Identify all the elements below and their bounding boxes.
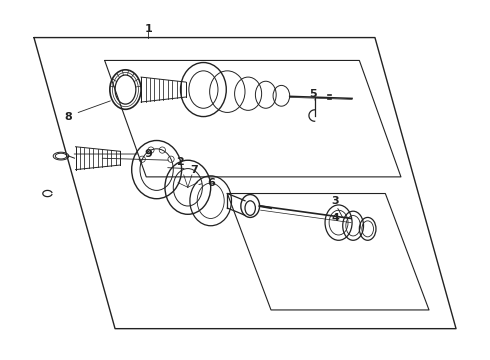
Text: 2: 2	[175, 157, 183, 167]
Text: 4: 4	[332, 213, 340, 224]
Text: 1: 1	[145, 24, 152, 34]
Text: 7: 7	[190, 165, 198, 175]
Text: 5: 5	[309, 89, 317, 99]
Text: 8: 8	[64, 112, 72, 122]
Text: 3: 3	[332, 196, 339, 206]
Text: 9: 9	[145, 149, 152, 159]
Text: 6: 6	[207, 178, 215, 188]
